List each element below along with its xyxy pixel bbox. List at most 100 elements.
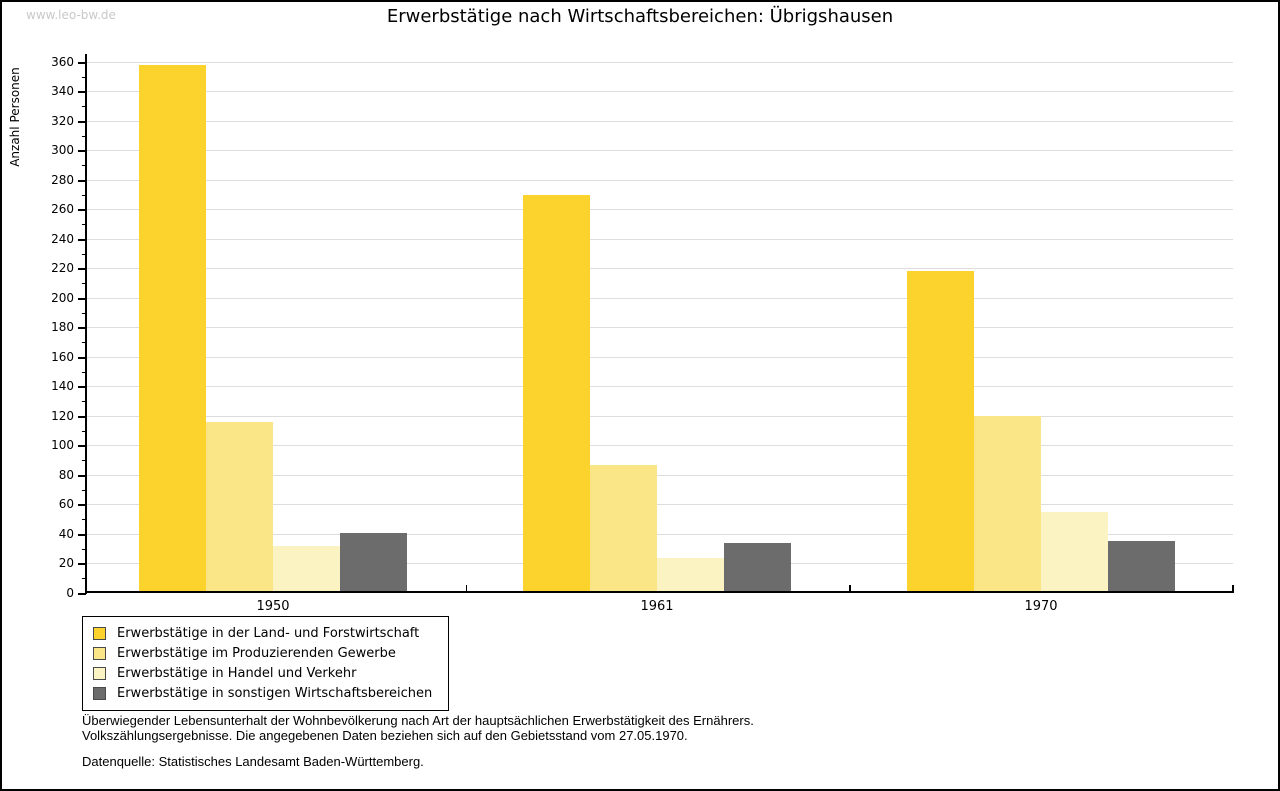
y-axis-tick (78, 209, 86, 211)
legend: Erwerbstätige in der Land- und Forstwirt… (82, 616, 449, 711)
legend-item: Erwerbstätige im Produzierenden Gewerbe (90, 643, 442, 663)
y-axis-tick (78, 445, 86, 447)
y-axis-tick-label: 40 (58, 527, 74, 541)
plot-area: 0 20 40 60 80 100 120 140 160 180 200 220 240 260 280 3… (51, 54, 1234, 614)
legend-label: Erwerbstätige in Handel und Verkehr (117, 665, 357, 681)
y-axis-minor-tick (82, 224, 86, 225)
bar-1970-series3 (1041, 512, 1108, 593)
gridline (86, 62, 1233, 63)
y-axis-tick-label: 120 (51, 409, 74, 423)
gridline (86, 239, 1233, 240)
gridline (86, 416, 1233, 417)
x-axis-tick (1232, 585, 1234, 593)
y-axis-tick-label: 320 (51, 114, 74, 128)
y-axis-minor-tick (82, 342, 86, 343)
bar-1961-series4 (724, 543, 791, 593)
y-axis-tick (78, 357, 86, 359)
gridline (86, 475, 1233, 476)
legend-swatch (93, 646, 106, 660)
y-axis-minor-tick (82, 372, 86, 373)
y-axis-tick-label: 220 (51, 261, 74, 275)
y-axis-minor-tick (82, 254, 86, 255)
footnotes: Überwiegender Lebensunterhalt der Wohnbe… (82, 713, 754, 769)
y-axis-minor-tick (82, 313, 86, 314)
bar-1961-series3 (657, 558, 724, 593)
y-axis-tick (78, 504, 86, 506)
footnote-line: Volkszählungsergebnisse. Die angegebenen… (82, 728, 688, 743)
y-axis-line (85, 54, 87, 594)
bar-1970-series2 (974, 416, 1041, 593)
legend-swatch (93, 626, 106, 640)
gridline (86, 91, 1233, 92)
bar-1970-series4 (1108, 541, 1175, 593)
gridline (86, 445, 1233, 446)
y-axis-tick (78, 239, 86, 241)
x-axis-category-label: 1970 (1024, 599, 1058, 614)
gridline (86, 298, 1233, 299)
watermark: www.leo-bw.de (26, 8, 116, 22)
x-axis-category-label: 1950 (256, 599, 290, 614)
y-axis-minor-tick (82, 195, 86, 196)
legend-item: Erwerbstätige in sonstigen Wirtschaftsbe… (90, 683, 442, 703)
x-axis-tick (465, 585, 467, 593)
y-axis-tick-label: 180 (51, 320, 74, 334)
x-axis-line (85, 591, 1234, 593)
y-axis-tick-label: 280 (51, 173, 74, 187)
y-axis-tick-label: 340 (51, 84, 74, 98)
y-axis-tick-label: 240 (51, 232, 74, 246)
y-axis-minor-tick (82, 136, 86, 137)
gridline (86, 209, 1233, 210)
y-axis-tick (78, 180, 86, 182)
y-axis-tick (78, 268, 86, 270)
y-axis-tick-label: 100 (51, 438, 74, 452)
x-axis-category-label: 1961 (640, 599, 674, 614)
y-axis-tick-label: 160 (51, 350, 74, 364)
gridline (86, 268, 1233, 269)
gridline (86, 534, 1233, 535)
y-axis-tick (78, 150, 86, 152)
legend-label: Erwerbstätige in der Land- und Forstwirt… (117, 625, 420, 641)
y-axis-minor-tick (82, 165, 86, 166)
y-axis-tick-label: 260 (51, 202, 74, 216)
legend-swatch (93, 686, 106, 700)
chart-title: Erwerbstätige nach Wirtschaftsbereichen:… (386, 6, 894, 27)
x-axis-tick (849, 585, 851, 593)
y-axis-tick-label: 200 (51, 291, 74, 305)
y-axis-tick (78, 593, 86, 595)
y-axis-tick (78, 327, 86, 329)
y-axis-tick (78, 416, 86, 418)
y-axis-tick (78, 563, 86, 565)
legend-item: Erwerbstätige in der Land- und Forstwirt… (90, 623, 442, 643)
legend-label: Erwerbstätige in sonstigen Wirtschaftsbe… (117, 685, 433, 701)
y-axis-minor-tick (82, 490, 86, 491)
footnote-source: Datenquelle: Statistisches Landesamt Bad… (82, 754, 424, 769)
y-axis-minor-tick (82, 106, 86, 107)
y-axis-tick (78, 121, 86, 123)
y-axis-tick (78, 386, 86, 388)
y-axis-minor-tick (82, 519, 86, 520)
gridline (86, 327, 1233, 328)
y-axis-minor-tick (82, 578, 86, 579)
bar-1950-series4 (340, 533, 407, 593)
y-axis-tick-label: 80 (58, 468, 74, 482)
footnote-line: Überwiegender Lebensunterhalt der Wohnbe… (82, 713, 754, 728)
y-axis-tick-label: 360 (51, 55, 74, 69)
gridline (86, 180, 1233, 181)
y-axis-tick (78, 298, 86, 300)
y-axis-tick-label: 20 (58, 556, 74, 570)
gridline (86, 357, 1233, 358)
y-axis-tick (78, 475, 86, 477)
y-axis-minor-tick (82, 549, 86, 550)
legend-swatch (93, 666, 106, 680)
y-axis-minor-tick (82, 460, 86, 461)
y-axis-minor-tick (82, 283, 86, 284)
y-axis-tick (78, 91, 86, 93)
y-axis-title: Anzahl Personen (8, 67, 22, 167)
legend-label: Erwerbstätige im Produzierenden Gewerbe (117, 645, 396, 661)
y-axis-minor-tick (82, 431, 86, 432)
y-axis-minor-tick (82, 401, 86, 402)
bar-1950-series1 (139, 65, 206, 593)
gridline (86, 386, 1233, 387)
y-axis-tick-label: 140 (51, 379, 74, 393)
